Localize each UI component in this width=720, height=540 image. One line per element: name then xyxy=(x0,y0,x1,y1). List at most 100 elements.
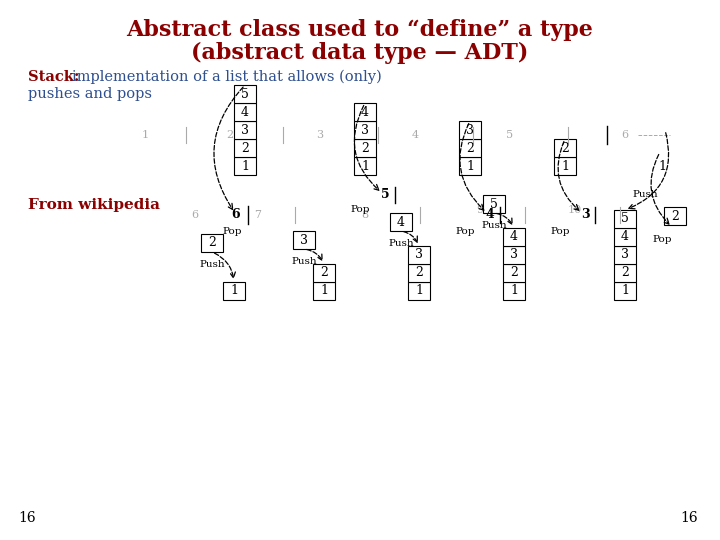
Bar xyxy=(234,85,256,103)
Bar xyxy=(354,139,376,157)
Text: 6: 6 xyxy=(621,130,629,140)
Text: 2: 2 xyxy=(621,267,629,280)
Text: 3: 3 xyxy=(581,208,589,221)
Text: Stack:: Stack: xyxy=(28,70,79,84)
Text: 2: 2 xyxy=(561,141,569,154)
Text: (abstract data type — ADT): (abstract data type — ADT) xyxy=(192,42,528,64)
Text: 6: 6 xyxy=(231,208,240,221)
Text: 3: 3 xyxy=(300,233,308,246)
Text: 16: 16 xyxy=(680,511,698,525)
Text: Push: Push xyxy=(199,260,225,269)
Text: Pop: Pop xyxy=(550,226,570,235)
Text: 3: 3 xyxy=(361,124,369,137)
Text: 4: 4 xyxy=(241,105,249,118)
Bar xyxy=(234,139,256,157)
Text: 1: 1 xyxy=(415,285,423,298)
Bar xyxy=(503,264,525,282)
Text: 2: 2 xyxy=(415,267,423,280)
Bar xyxy=(408,246,430,264)
Bar xyxy=(554,139,576,157)
Text: Push: Push xyxy=(481,221,507,230)
Text: 1: 1 xyxy=(320,285,328,298)
Text: 3: 3 xyxy=(621,248,629,261)
Text: 5: 5 xyxy=(241,87,249,100)
Text: 1: 1 xyxy=(361,159,369,172)
Text: 2: 2 xyxy=(510,267,518,280)
Bar xyxy=(201,234,223,252)
Text: 4: 4 xyxy=(485,208,495,221)
Bar xyxy=(293,231,315,249)
Text: 4: 4 xyxy=(411,130,418,140)
Bar xyxy=(614,282,636,300)
Text: 2: 2 xyxy=(671,210,679,222)
Bar xyxy=(503,246,525,264)
Bar xyxy=(390,213,412,231)
Bar xyxy=(503,282,525,300)
Text: 1: 1 xyxy=(241,159,249,172)
Bar xyxy=(483,195,505,213)
Bar xyxy=(459,157,481,175)
Text: 9: 9 xyxy=(477,205,484,215)
Text: implementation of a list that allows (only): implementation of a list that allows (on… xyxy=(72,70,382,84)
Text: pushes and pops: pushes and pops xyxy=(28,87,152,101)
Text: 2: 2 xyxy=(226,130,233,140)
Bar xyxy=(408,282,430,300)
Bar xyxy=(503,228,525,246)
Text: 1: 1 xyxy=(561,159,569,172)
Text: Push: Push xyxy=(291,257,317,266)
Text: 16: 16 xyxy=(18,511,35,525)
Text: 3: 3 xyxy=(241,124,249,137)
Bar xyxy=(554,157,576,175)
Text: 3: 3 xyxy=(415,248,423,261)
Text: From wikipedia: From wikipedia xyxy=(28,198,160,212)
Text: 2: 2 xyxy=(320,267,328,280)
Text: 1: 1 xyxy=(230,285,238,298)
Text: 4: 4 xyxy=(361,105,369,118)
Text: Pop: Pop xyxy=(455,226,474,235)
Text: 5: 5 xyxy=(506,130,513,140)
Text: Push: Push xyxy=(632,190,658,199)
Text: Push: Push xyxy=(388,239,414,248)
Bar xyxy=(614,246,636,264)
Bar xyxy=(234,103,256,121)
Bar xyxy=(614,210,636,228)
Bar xyxy=(408,264,430,282)
Bar xyxy=(234,121,256,139)
Bar xyxy=(354,103,376,121)
Text: 3: 3 xyxy=(316,130,323,140)
Text: Pop: Pop xyxy=(222,226,242,235)
Text: 3: 3 xyxy=(510,248,518,261)
Text: 2: 2 xyxy=(208,237,216,249)
Bar xyxy=(313,282,335,300)
Bar xyxy=(459,121,481,139)
Text: 8: 8 xyxy=(361,210,369,220)
Text: Pop: Pop xyxy=(350,206,370,214)
Text: Pop: Pop xyxy=(652,235,672,245)
Text: 1: 1 xyxy=(466,159,474,172)
Text: 1: 1 xyxy=(510,285,518,298)
Text: 7: 7 xyxy=(254,210,261,220)
Bar xyxy=(223,282,245,300)
Text: 2: 2 xyxy=(241,141,249,154)
Text: 4: 4 xyxy=(621,231,629,244)
Bar xyxy=(664,207,686,225)
Bar xyxy=(354,121,376,139)
Text: 1: 1 xyxy=(141,130,148,140)
Text: 1: 1 xyxy=(621,285,629,298)
Text: 10: 10 xyxy=(568,205,582,215)
Text: 6: 6 xyxy=(192,210,199,220)
Bar xyxy=(313,264,335,282)
Bar xyxy=(234,157,256,175)
Text: 5: 5 xyxy=(490,198,498,211)
Bar xyxy=(459,139,481,157)
Text: 2: 2 xyxy=(466,141,474,154)
Text: 5: 5 xyxy=(381,188,390,201)
Text: Abstract class used to “define” a type: Abstract class used to “define” a type xyxy=(127,19,593,41)
Text: 1: 1 xyxy=(658,159,666,172)
Text: 4: 4 xyxy=(510,231,518,244)
Bar xyxy=(614,264,636,282)
Text: 5: 5 xyxy=(621,213,629,226)
Text: 4: 4 xyxy=(397,215,405,228)
Bar xyxy=(354,157,376,175)
Text: 3: 3 xyxy=(466,124,474,137)
